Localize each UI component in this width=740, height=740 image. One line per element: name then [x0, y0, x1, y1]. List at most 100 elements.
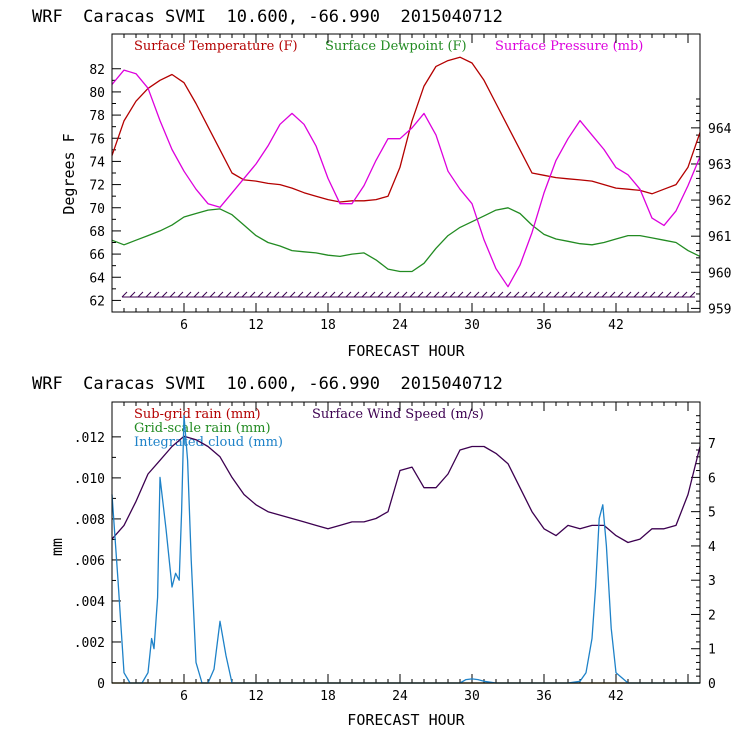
wind-barb: [321, 291, 328, 298]
wind-barb: [217, 291, 224, 298]
chart1-xlabel: FORECAST HOUR: [347, 342, 465, 360]
y-tick-label: .008: [74, 513, 105, 528]
x-tick-label: 36: [536, 318, 552, 333]
wind-barb: [497, 291, 504, 298]
y2-tick-label: 2: [708, 608, 716, 623]
y2-tick-label: 961: [708, 230, 731, 245]
wind-barb: [161, 291, 168, 298]
wind-barb: [505, 291, 512, 298]
wind-barb: [473, 291, 480, 298]
wind-barb: [537, 291, 544, 298]
wind-barb: [433, 291, 440, 298]
y-tick-label: 76: [89, 132, 105, 147]
wind-barb: [209, 291, 216, 298]
wind-barb: [177, 291, 184, 298]
wind-barb: [665, 291, 672, 298]
series-surface-temperature-f: [111, 56, 701, 203]
y-tick-label: 68: [89, 225, 105, 240]
wind-barb: [145, 291, 152, 298]
chart2-frame: [111, 401, 701, 684]
wind-barb: [561, 291, 568, 298]
wind-barb: [657, 291, 664, 298]
y-tick-label: .010: [74, 472, 105, 487]
series-surface-dewpoint-f: [111, 207, 701, 273]
y-tick-label: 78: [89, 109, 105, 124]
wind-barb: [249, 291, 256, 298]
wind-barb: [329, 291, 336, 298]
y-tick-label: 80: [89, 86, 105, 101]
x-tick-label: 18: [320, 689, 336, 704]
wind-barb: [449, 291, 456, 298]
x-tick-label: 24: [392, 689, 408, 704]
wind-barb: [585, 291, 592, 298]
wind-barb: [241, 291, 248, 298]
wind-barb: [465, 291, 472, 298]
wind-barb: [289, 291, 296, 298]
chart1-legend-pressure: Surface Pressure (mb): [495, 39, 643, 54]
y-tick-label: .004: [74, 595, 105, 610]
wind-barb: [673, 291, 680, 298]
wind-barb: [361, 291, 368, 298]
wind-barb: [625, 291, 632, 298]
chart2-xlabel: FORECAST HOUR: [347, 711, 465, 729]
wind-barb: [513, 291, 520, 298]
chart2-ylabel: mm: [48, 538, 66, 556]
wind-barb: [193, 291, 200, 298]
wind-barb: [129, 291, 136, 298]
x-tick-label: 42: [608, 689, 624, 704]
x-tick-label: 30: [464, 689, 480, 704]
x-tick-label: 12: [248, 318, 264, 333]
wind-barb: [393, 291, 400, 298]
wind-barb: [345, 291, 352, 298]
y-tick-label: 64: [89, 271, 105, 286]
y-tick-label: 66: [89, 248, 105, 263]
y-tick-label: 70: [89, 202, 105, 217]
x-tick-label: 6: [180, 318, 188, 333]
wind-barb: [417, 291, 424, 298]
wind-barb: [641, 291, 648, 298]
y2-tick-label: 964: [708, 122, 732, 137]
series-surface-pressure-mb: [111, 69, 701, 288]
wind-barb: [489, 291, 496, 298]
wind-barb: [441, 291, 448, 298]
y2-tick-label: 6: [708, 471, 716, 486]
wind-barb: [593, 291, 600, 298]
wind-barb: [689, 291, 696, 298]
y2-tick-label: 959: [708, 302, 731, 317]
wind-barb: [225, 291, 232, 298]
y2-tick-label: 4: [708, 540, 716, 555]
wind-barb: [201, 291, 208, 298]
wind-barb: [353, 291, 360, 298]
y-tick-label: .012: [74, 431, 105, 446]
wind-barb: [601, 291, 608, 298]
chart1-title: WRF Caracas SVMI 10.600, -66.990 2015040…: [32, 7, 503, 27]
x-tick-label: 18: [320, 318, 336, 333]
wind-barb: [257, 291, 264, 298]
wind-barb: [457, 291, 464, 298]
x-tick-label: 42: [608, 318, 624, 333]
wind-barb: [369, 291, 376, 298]
wind-barb: [609, 291, 616, 298]
wind-barb: [577, 291, 584, 298]
x-tick-label: 24: [392, 318, 408, 333]
chart2-legend-gridscale-rain: Grid-scale rain (mm): [134, 421, 271, 436]
wind-barb: [297, 291, 304, 298]
chart2-legend-wind-speed: Surface Wind Speed (m/s): [312, 407, 484, 422]
x-tick-label: 36: [536, 689, 552, 704]
y2-tick-label: 7: [708, 437, 716, 452]
y2-tick-label: 5: [708, 506, 716, 521]
wind-barb: [545, 291, 552, 298]
wind-barb: [377, 291, 384, 298]
wind-barb: [409, 291, 416, 298]
chart2-legend-subgrid-rain: Sub-grid rain (mm): [134, 407, 261, 422]
y2-tick-label: 960: [708, 266, 731, 281]
x-tick-label: 12: [248, 689, 264, 704]
y2-tick-label: 962: [708, 194, 731, 209]
chart1-frame: [111, 33, 701, 313]
wind-barb: [305, 291, 312, 298]
y-tick-label: .006: [74, 554, 105, 569]
wind-barb: [273, 291, 280, 298]
wind-barb: [265, 291, 272, 298]
wind-barb: [553, 291, 560, 298]
